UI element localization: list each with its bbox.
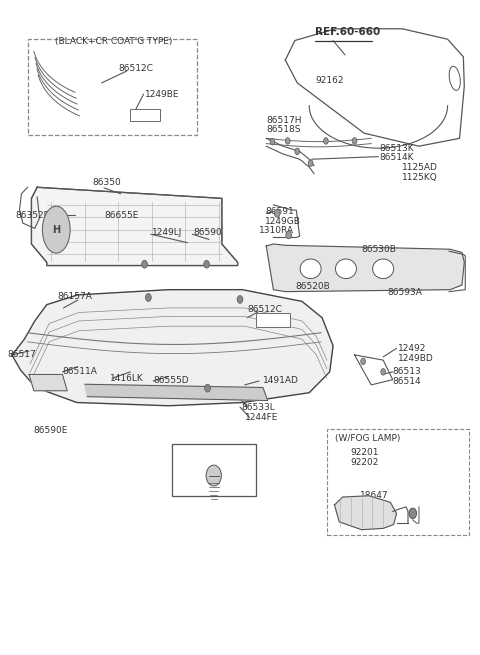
Circle shape xyxy=(139,111,145,120)
Circle shape xyxy=(324,138,328,144)
Text: 18647: 18647 xyxy=(360,491,389,500)
Text: H: H xyxy=(52,225,60,234)
Ellipse shape xyxy=(42,206,70,253)
Text: 1249BE: 1249BE xyxy=(144,90,179,98)
Text: 86514: 86514 xyxy=(393,377,421,386)
Text: 86590: 86590 xyxy=(193,229,222,237)
Text: 86530B: 86530B xyxy=(362,245,396,253)
Text: 12492: 12492 xyxy=(397,344,426,353)
Circle shape xyxy=(286,231,291,239)
Text: 86511A: 86511A xyxy=(62,367,97,377)
Text: 92202: 92202 xyxy=(351,458,379,467)
Text: 86556D: 86556D xyxy=(151,387,186,396)
Circle shape xyxy=(275,210,280,217)
Text: (BLACK+CR COAT'G TYPE): (BLACK+CR COAT'G TYPE) xyxy=(55,37,172,47)
Circle shape xyxy=(237,295,243,303)
Text: 1416LK: 1416LK xyxy=(110,374,144,383)
Text: 92201: 92201 xyxy=(351,448,379,457)
Text: 1491AD: 1491AD xyxy=(263,377,299,386)
Text: 1249LC: 1249LC xyxy=(258,316,292,326)
Polygon shape xyxy=(85,384,268,401)
Text: 86513: 86513 xyxy=(393,367,421,377)
Text: REF.60-660: REF.60-660 xyxy=(315,28,381,37)
Circle shape xyxy=(352,138,357,144)
Text: 86555D: 86555D xyxy=(153,377,189,386)
Text: 86512C: 86512C xyxy=(247,305,282,314)
FancyBboxPatch shape xyxy=(130,109,160,121)
Text: 92162: 92162 xyxy=(315,77,344,85)
Text: 86517: 86517 xyxy=(7,350,36,360)
Polygon shape xyxy=(266,244,464,291)
Text: 86593A: 86593A xyxy=(387,288,422,297)
Polygon shape xyxy=(32,187,238,265)
Circle shape xyxy=(142,260,147,268)
Text: 86512C: 86512C xyxy=(118,64,153,73)
Text: 1244FE: 1244FE xyxy=(245,413,278,422)
Circle shape xyxy=(204,384,210,392)
Text: 1249BD: 1249BD xyxy=(397,354,433,363)
Text: 86352P: 86352P xyxy=(16,211,50,220)
Polygon shape xyxy=(335,496,396,530)
Circle shape xyxy=(381,369,385,375)
Ellipse shape xyxy=(300,259,321,278)
Text: 1249LC: 1249LC xyxy=(258,316,288,325)
FancyBboxPatch shape xyxy=(172,443,256,496)
Text: 86350: 86350 xyxy=(92,178,121,187)
Circle shape xyxy=(285,138,290,144)
Text: 86514K: 86514K xyxy=(379,153,414,162)
Circle shape xyxy=(361,358,365,365)
Text: 1249LJ: 1249LJ xyxy=(152,229,182,237)
Text: 1249BE: 1249BE xyxy=(131,111,162,119)
Circle shape xyxy=(204,260,209,268)
Text: 86517H: 86517H xyxy=(266,115,302,124)
FancyBboxPatch shape xyxy=(256,313,289,327)
Circle shape xyxy=(270,138,275,145)
Text: 86533L: 86533L xyxy=(241,403,275,411)
Text: 1125AD: 1125AD xyxy=(402,163,438,172)
Text: 1249GB: 1249GB xyxy=(265,217,301,226)
Text: 86655E: 86655E xyxy=(104,211,138,220)
Circle shape xyxy=(409,508,417,519)
Text: 1249NL: 1249NL xyxy=(196,452,230,461)
Polygon shape xyxy=(12,290,333,405)
Ellipse shape xyxy=(336,259,357,278)
Text: 86520B: 86520B xyxy=(295,282,330,291)
Text: 86157A: 86157A xyxy=(58,292,93,301)
Text: 86513K: 86513K xyxy=(379,143,414,153)
Text: 1125KQ: 1125KQ xyxy=(402,173,438,182)
Text: (W/FOG LAMP): (W/FOG LAMP) xyxy=(336,434,401,443)
Text: 86591: 86591 xyxy=(265,207,294,216)
Circle shape xyxy=(308,160,313,166)
Circle shape xyxy=(206,465,221,486)
Polygon shape xyxy=(29,375,67,391)
Ellipse shape xyxy=(372,259,394,278)
Circle shape xyxy=(145,293,151,301)
Circle shape xyxy=(295,148,300,155)
Text: 86590E: 86590E xyxy=(34,426,68,435)
Text: 86518S: 86518S xyxy=(266,125,301,134)
Text: 1310RA: 1310RA xyxy=(259,227,294,235)
